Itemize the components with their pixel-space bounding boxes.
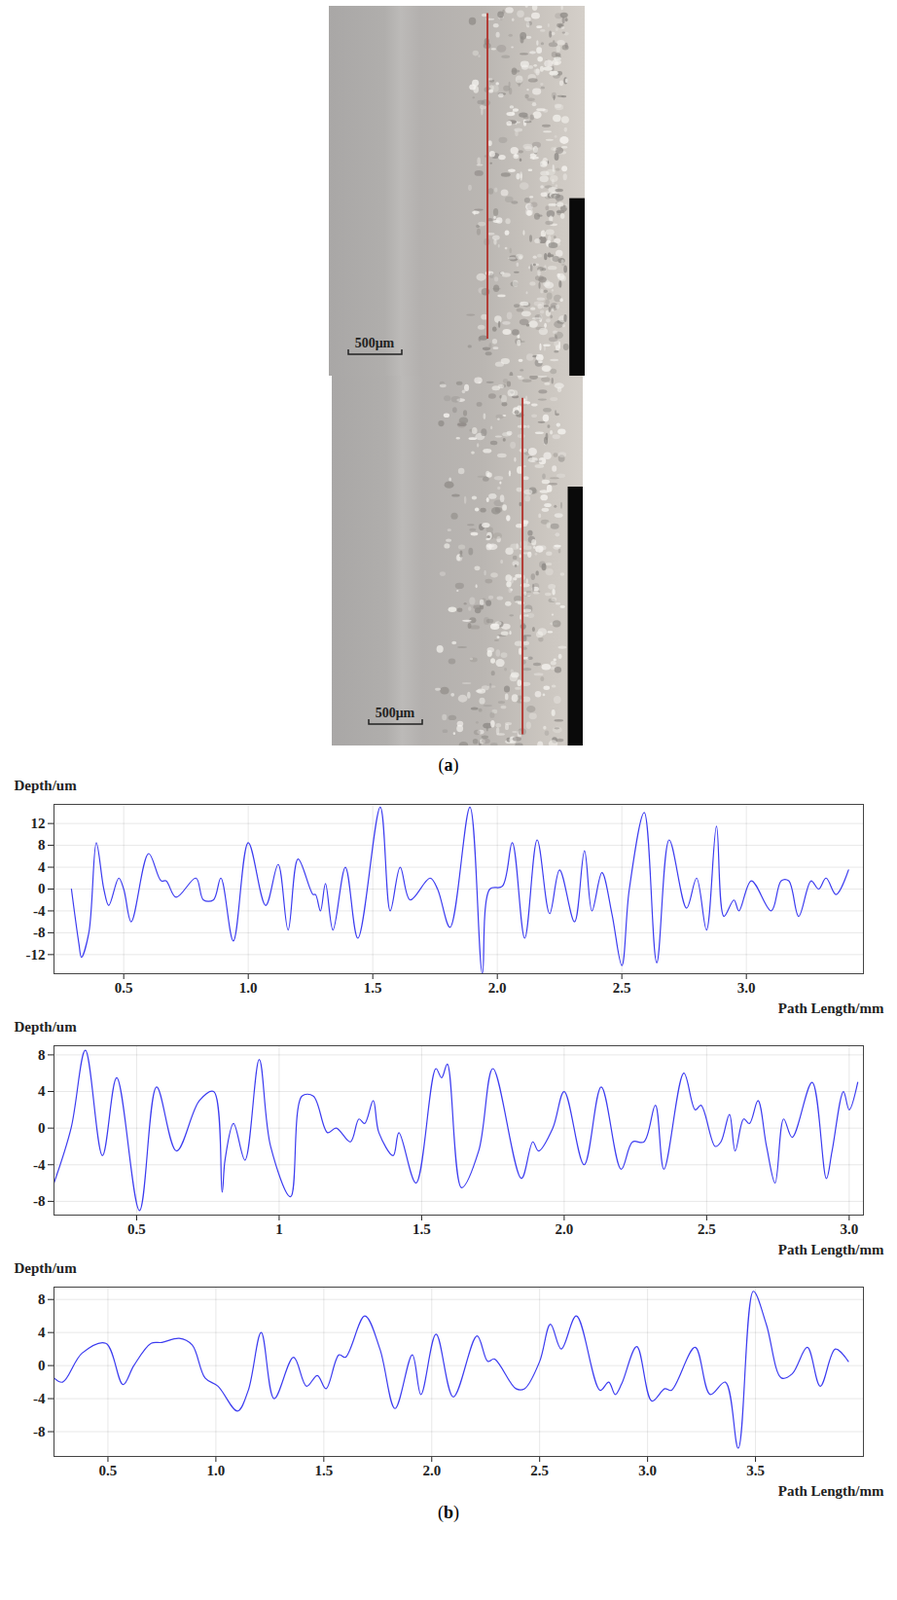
svg-text:-8: -8 [33, 1192, 46, 1209]
svg-text:500μm: 500μm [355, 335, 395, 351]
svg-text:0: 0 [37, 1119, 46, 1136]
svg-text:1.5: 1.5 [412, 1220, 431, 1237]
svg-text:1: 1 [275, 1220, 284, 1237]
svg-text:0.5: 0.5 [99, 1462, 118, 1478]
svg-text:4: 4 [37, 1324, 46, 1340]
svg-text:4: 4 [37, 1082, 46, 1099]
svg-text:500μm: 500μm [375, 705, 416, 720]
html-text:(b): (b) [437, 1502, 460, 1522]
svg-text:8: 8 [37, 1291, 46, 1307]
svg-text:-12: -12 [26, 946, 46, 963]
svg-text:Depth/um: Depth/um [14, 777, 78, 793]
svg-text:0.5: 0.5 [114, 979, 134, 996]
svg-text:1.0: 1.0 [207, 1462, 226, 1478]
svg-text:12: 12 [31, 815, 46, 831]
svg-text:2.0: 2.0 [422, 1462, 441, 1478]
svg-text:4: 4 [37, 859, 46, 875]
svg-text:3.0: 3.0 [638, 1462, 657, 1478]
svg-text:2.5: 2.5 [697, 1220, 717, 1237]
svg-text:0: 0 [37, 880, 46, 897]
svg-text:Path Length/mm: Path Length/mm [778, 1241, 885, 1257]
svg-text:-4: -4 [33, 1156, 46, 1173]
svg-text:Path Length/mm: Path Length/mm [778, 1482, 885, 1499]
svg-text:-8: -8 [33, 924, 46, 940]
svg-text:8: 8 [37, 1046, 46, 1063]
svg-text:1.5: 1.5 [314, 1462, 333, 1478]
svg-text:2.5: 2.5 [612, 979, 632, 996]
svg-text:-4: -4 [33, 902, 46, 919]
svg-text:Depth/um: Depth/um [14, 1018, 78, 1035]
svg-text:3.5: 3.5 [746, 1462, 765, 1478]
svg-text:2.0: 2.0 [488, 979, 507, 996]
svg-text:2.5: 2.5 [530, 1462, 549, 1478]
svg-text:3.0: 3.0 [737, 979, 756, 996]
svg-text:1.5: 1.5 [363, 979, 383, 996]
svg-text:2.0: 2.0 [555, 1220, 575, 1237]
svg-text:Path Length/mm: Path Length/mm [778, 1000, 885, 1016]
svg-text:3.0: 3.0 [839, 1220, 859, 1237]
svg-text:0: 0 [37, 1357, 46, 1373]
svg-text:Depth/um: Depth/um [14, 1259, 78, 1276]
svg-text:0.5: 0.5 [127, 1220, 146, 1237]
html-text:(a): (a) [438, 754, 459, 775]
svg-text:-8: -8 [33, 1423, 46, 1439]
svg-text:8: 8 [37, 836, 46, 853]
svg-text:1.0: 1.0 [239, 979, 258, 996]
svg-text:-4: -4 [33, 1390, 46, 1406]
